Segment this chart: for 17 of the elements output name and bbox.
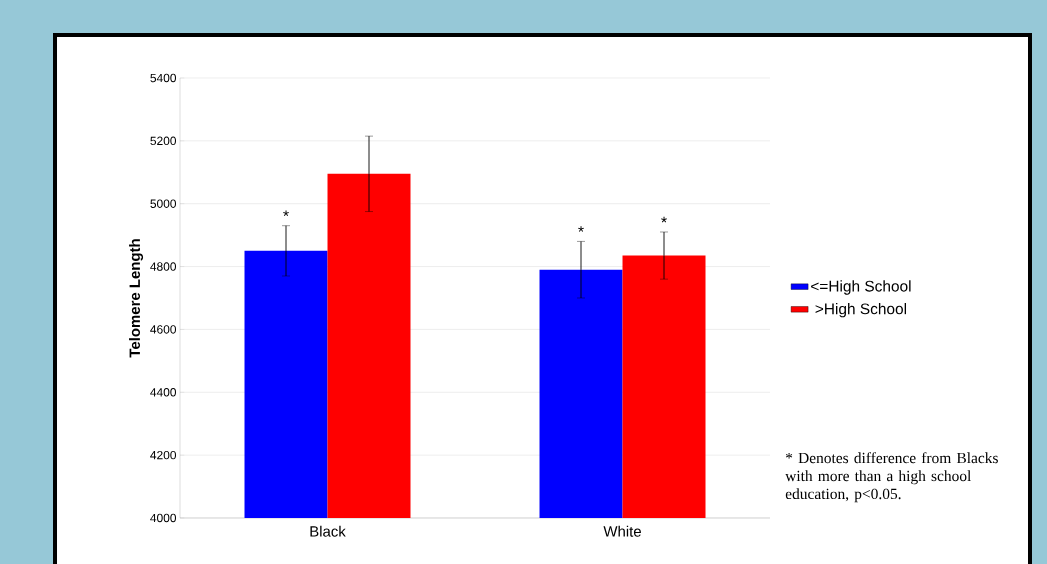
data-label: *: [283, 210, 289, 217]
x-tick-label: White: [603, 525, 641, 537]
y-tick-label: 4600: [150, 325, 177, 334]
legend-label: >High School: [815, 302, 907, 318]
legend-label: <=High School: [811, 280, 911, 295]
y-axis-title: Telomere Length: [129, 239, 144, 358]
data-label: *: [661, 216, 667, 223]
y-tick-label: 5000: [150, 199, 177, 208]
text: * Denotes difference from Blacks with more than a high school education, p<0.05.: [785, 452, 998, 503]
y-tick-label: 5200: [150, 136, 177, 146]
y-tick-label: 5400: [150, 73, 177, 83]
y-tick-label: 4000: [150, 513, 177, 523]
y-tick-label: 4400: [150, 388, 177, 397]
data-label: *: [578, 226, 584, 232]
x-tick-label: Black: [310, 525, 346, 537]
y-tick-label: 4200: [150, 450, 177, 460]
y-tick-label: 4800: [150, 262, 177, 271]
